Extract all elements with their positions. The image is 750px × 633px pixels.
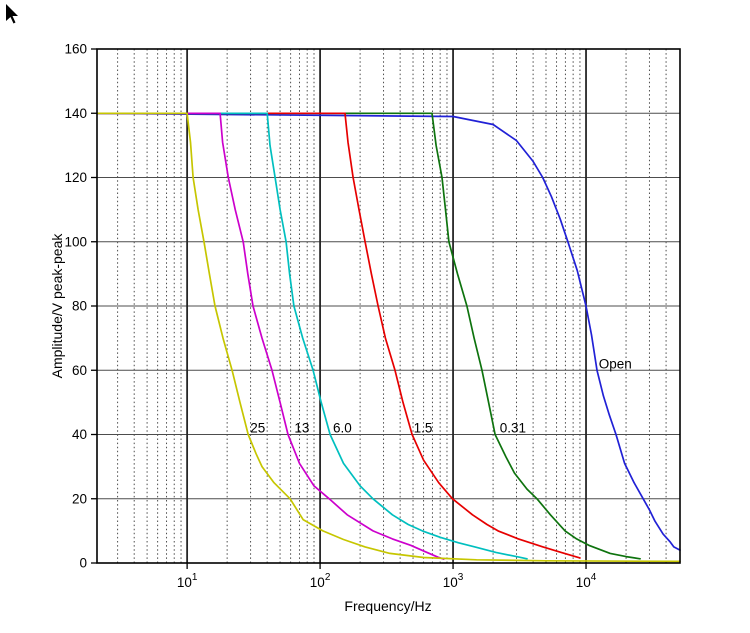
y-tick-label: 100 [64,234,87,249]
curve-label-13: 13 [294,421,309,436]
curve-labels: 25 13 6.0 1.5 0.31 Open [250,356,632,435]
curves [96,112,681,563]
y-tick-label: 60 [72,363,87,378]
curve-label-1-5: 1.5 [414,421,433,436]
curve-label-0-31: 0.31 [500,421,526,436]
y-tick-label: 140 [64,106,87,121]
curve-13 [96,112,445,560]
cursor-icon [6,4,18,24]
curve-label-6-0: 6.0 [333,421,352,436]
curve-0-31 [96,112,641,560]
x-axis-label: Frequency/Hz [344,598,431,614]
curve-25 [96,112,681,563]
curve-6-0 [96,112,528,560]
axis-ticks [91,48,587,569]
x-tick-label: 103 [443,572,464,590]
y-tick-label: 120 [64,170,87,185]
curve-label-open: Open [599,356,632,371]
y-tick-label: 40 [72,427,87,442]
curve-label-25: 25 [250,421,265,436]
curve-1-5 [96,112,581,559]
curve-open [96,112,681,551]
y-axis-label: Amplitude/V peak-peak [49,233,65,379]
y-tick-label: 160 [64,42,87,57]
major-gridlines [97,49,680,563]
x-tick-label: 104 [576,572,597,590]
y-tick-label: 80 [72,299,87,314]
y-tick-label: 20 [72,491,87,506]
y-tick-label: 0 [79,556,87,571]
tick-labels: 0 20 40 60 80 100 120 140 160 101 102 103 104 [64,42,596,591]
x-tick-label: 101 [177,572,198,590]
x-tick-label: 102 [310,572,331,590]
